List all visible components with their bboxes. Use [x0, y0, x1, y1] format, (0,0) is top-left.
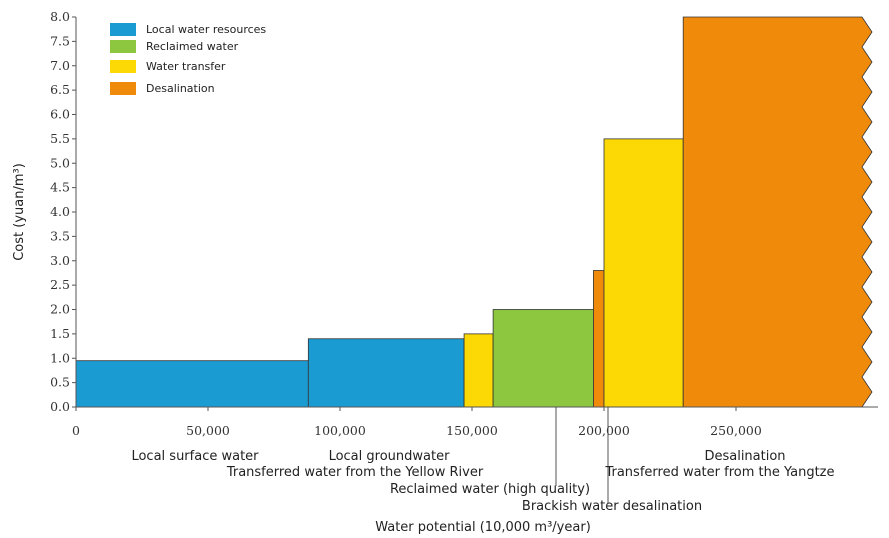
legend-item-local: Local water resources: [110, 21, 266, 37]
bar-3: [492, 309, 594, 408]
y-tick-label-13: 6.5: [50, 82, 70, 97]
y-tick-label-9: 4.5: [50, 180, 70, 195]
bar-1: [307, 338, 465, 408]
x-tick-label-4: 200,000: [578, 423, 630, 438]
bar-label-5: Transferred water from the Yangtze: [604, 465, 834, 480]
legend-label-reclaimed: Reclaimed water: [146, 39, 239, 53]
y-tick-label-11: 5.5: [50, 131, 70, 146]
x-tick-label-3: 150,000: [446, 423, 498, 438]
bars-layer: [75, 16, 873, 408]
legend-label-desalination: Desalination: [146, 81, 215, 95]
y-tick-label-2: 1.0: [50, 350, 70, 365]
x-tick-label-0: 0: [72, 423, 80, 438]
x-tick-label-5: 250,000: [710, 423, 762, 438]
bar-label-0: Local surface water: [131, 449, 259, 464]
y-tick-label-8: 4.0: [50, 204, 70, 219]
bar-label-2: Transferred water from the Yellow River: [226, 465, 484, 480]
x-tick-label-2: 100,000: [314, 423, 366, 438]
y-tick-label-10: 5.0: [50, 155, 70, 170]
y-tick-label-5: 2.5: [50, 277, 70, 292]
bar-label-1: Local groundwater: [329, 449, 451, 464]
y-tick-label-16: 8.0: [50, 9, 70, 24]
bar-2: [463, 333, 494, 408]
y-tick-label-7: 3.5: [50, 228, 70, 243]
y-axis-title: Cost (yuan/m³): [12, 163, 27, 261]
y-tick-label-0: 0.0: [50, 399, 70, 414]
y-tick-label-3: 1.5: [50, 326, 70, 341]
bar-0: [75, 360, 309, 408]
y-tick-label-4: 2.0: [50, 302, 70, 317]
bar-5: [603, 138, 684, 408]
y-tick-label-12: 6.0: [50, 107, 70, 122]
bar-label-6: Desalination: [704, 449, 785, 464]
y-tick-label-14: 7.0: [50, 58, 70, 73]
bar-label-3: Reclaimed water (high quality): [390, 482, 590, 497]
y-tick-label-6: 3.0: [50, 253, 70, 268]
axes-layer: 0.0 0.5 1.0 1.5 2.0 2.5 3.0 3.5 4.0 4.5 5.0 5.5 6.0 6…: [50, 9, 878, 438]
y-tick-label-15: 7.5: [50, 33, 70, 48]
y-tick-label-1: 0.5: [50, 375, 70, 390]
legend-swatch-transfer: [110, 59, 136, 73]
x-axis-title: Water potential (10,000 m³/year): [375, 520, 591, 535]
legend-item-reclaimed: Reclaimed water: [110, 38, 238, 54]
legend-label-local: Local water resources: [146, 22, 267, 36]
legend-label-transfer: Water transfer: [146, 59, 226, 73]
bar-6: [682, 16, 873, 408]
bar-4: [593, 270, 605, 408]
x-tick-label-1: 50,000: [186, 423, 230, 438]
legend-swatch-desalination: [110, 81, 136, 95]
legend-item-desalination: Desalination: [110, 80, 215, 96]
legend-swatch-local: [110, 22, 136, 36]
bar-label-4: Brackish water desalination: [522, 499, 702, 514]
legend-swatch-reclaimed: [110, 39, 136, 53]
legend-item-transfer: Water transfer: [110, 58, 225, 74]
labels-layer: Local surface water Local groundwaterTran…: [12, 163, 835, 535]
